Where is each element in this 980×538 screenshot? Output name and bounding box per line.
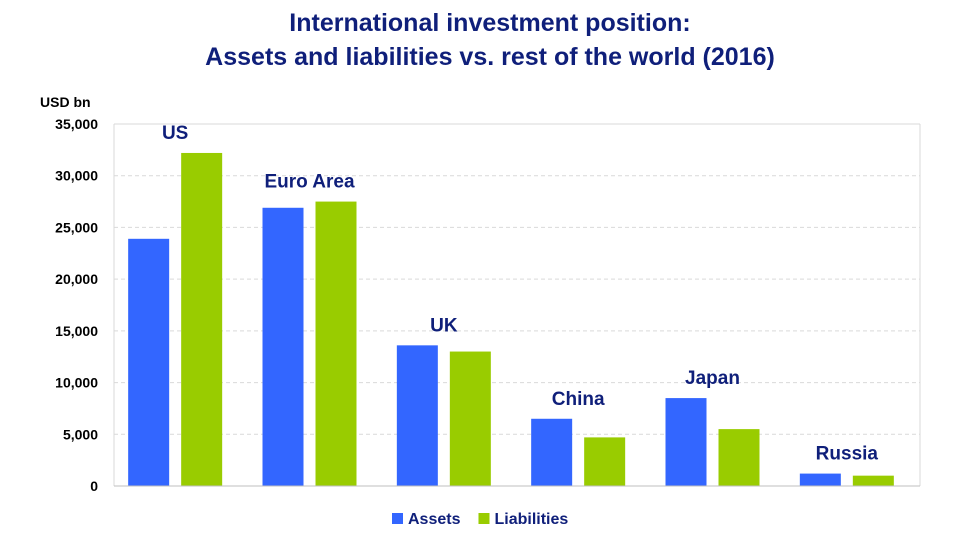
bar-liabilities-euro-area [315,201,357,487]
legend: Assets Liabilities [392,511,568,528]
y-tick-label: 0 [90,478,98,494]
legend-swatch-assets [392,513,403,524]
bar-liabilities-russia [852,475,894,486]
category-label: Japan [685,368,740,389]
bar-assets-euro-area [262,207,304,486]
bar-liabilities-uk [449,351,491,486]
chart-subtitle: Assets and liabilities vs. rest of the w… [205,43,775,71]
category-label: US [162,123,188,144]
bar-assets-uk [396,345,438,486]
chart-title: International investment position: [289,9,691,37]
category-labels: US Euro Area UK China Japan Russia [162,123,878,465]
bar-liabilities-japan [718,429,760,486]
bar-assets-china [531,418,573,486]
y-tick-label: 5,000 [63,426,98,442]
bar-assets-us [128,238,170,486]
y-tick-label: 20,000 [55,271,98,287]
bars [128,152,894,487]
y-tick-label: 15,000 [55,323,98,339]
bar-liabilities-china [584,437,626,486]
legend-label-liabilities: Liabilities [494,511,568,528]
y-tick-label: 35,000 [55,116,98,132]
bar-assets-japan [665,398,707,486]
y-axis-unit-label: USD bn [40,94,91,110]
y-tick-label: 25,000 [55,219,98,235]
bar-liabilities-us [181,152,223,486]
y-tick-label: 10,000 [55,375,98,391]
legend-label-assets: Assets [408,511,461,528]
category-label: Euro Area [264,172,355,193]
category-label: UK [430,315,458,336]
axes [113,123,921,487]
category-label: Russia [816,444,879,465]
legend-swatch-liabilities [478,513,490,524]
bar-assets-russia [799,473,841,486]
y-tick-labels: 0 5,000 10,000 15,000 20,000 25,000 30,000 35,0… [55,116,98,494]
gridlines [114,123,920,435]
category-label: China [552,389,605,410]
y-tick-label: 30,000 [55,168,98,184]
chart-title-block: International investment position: Asset… [0,6,980,74]
